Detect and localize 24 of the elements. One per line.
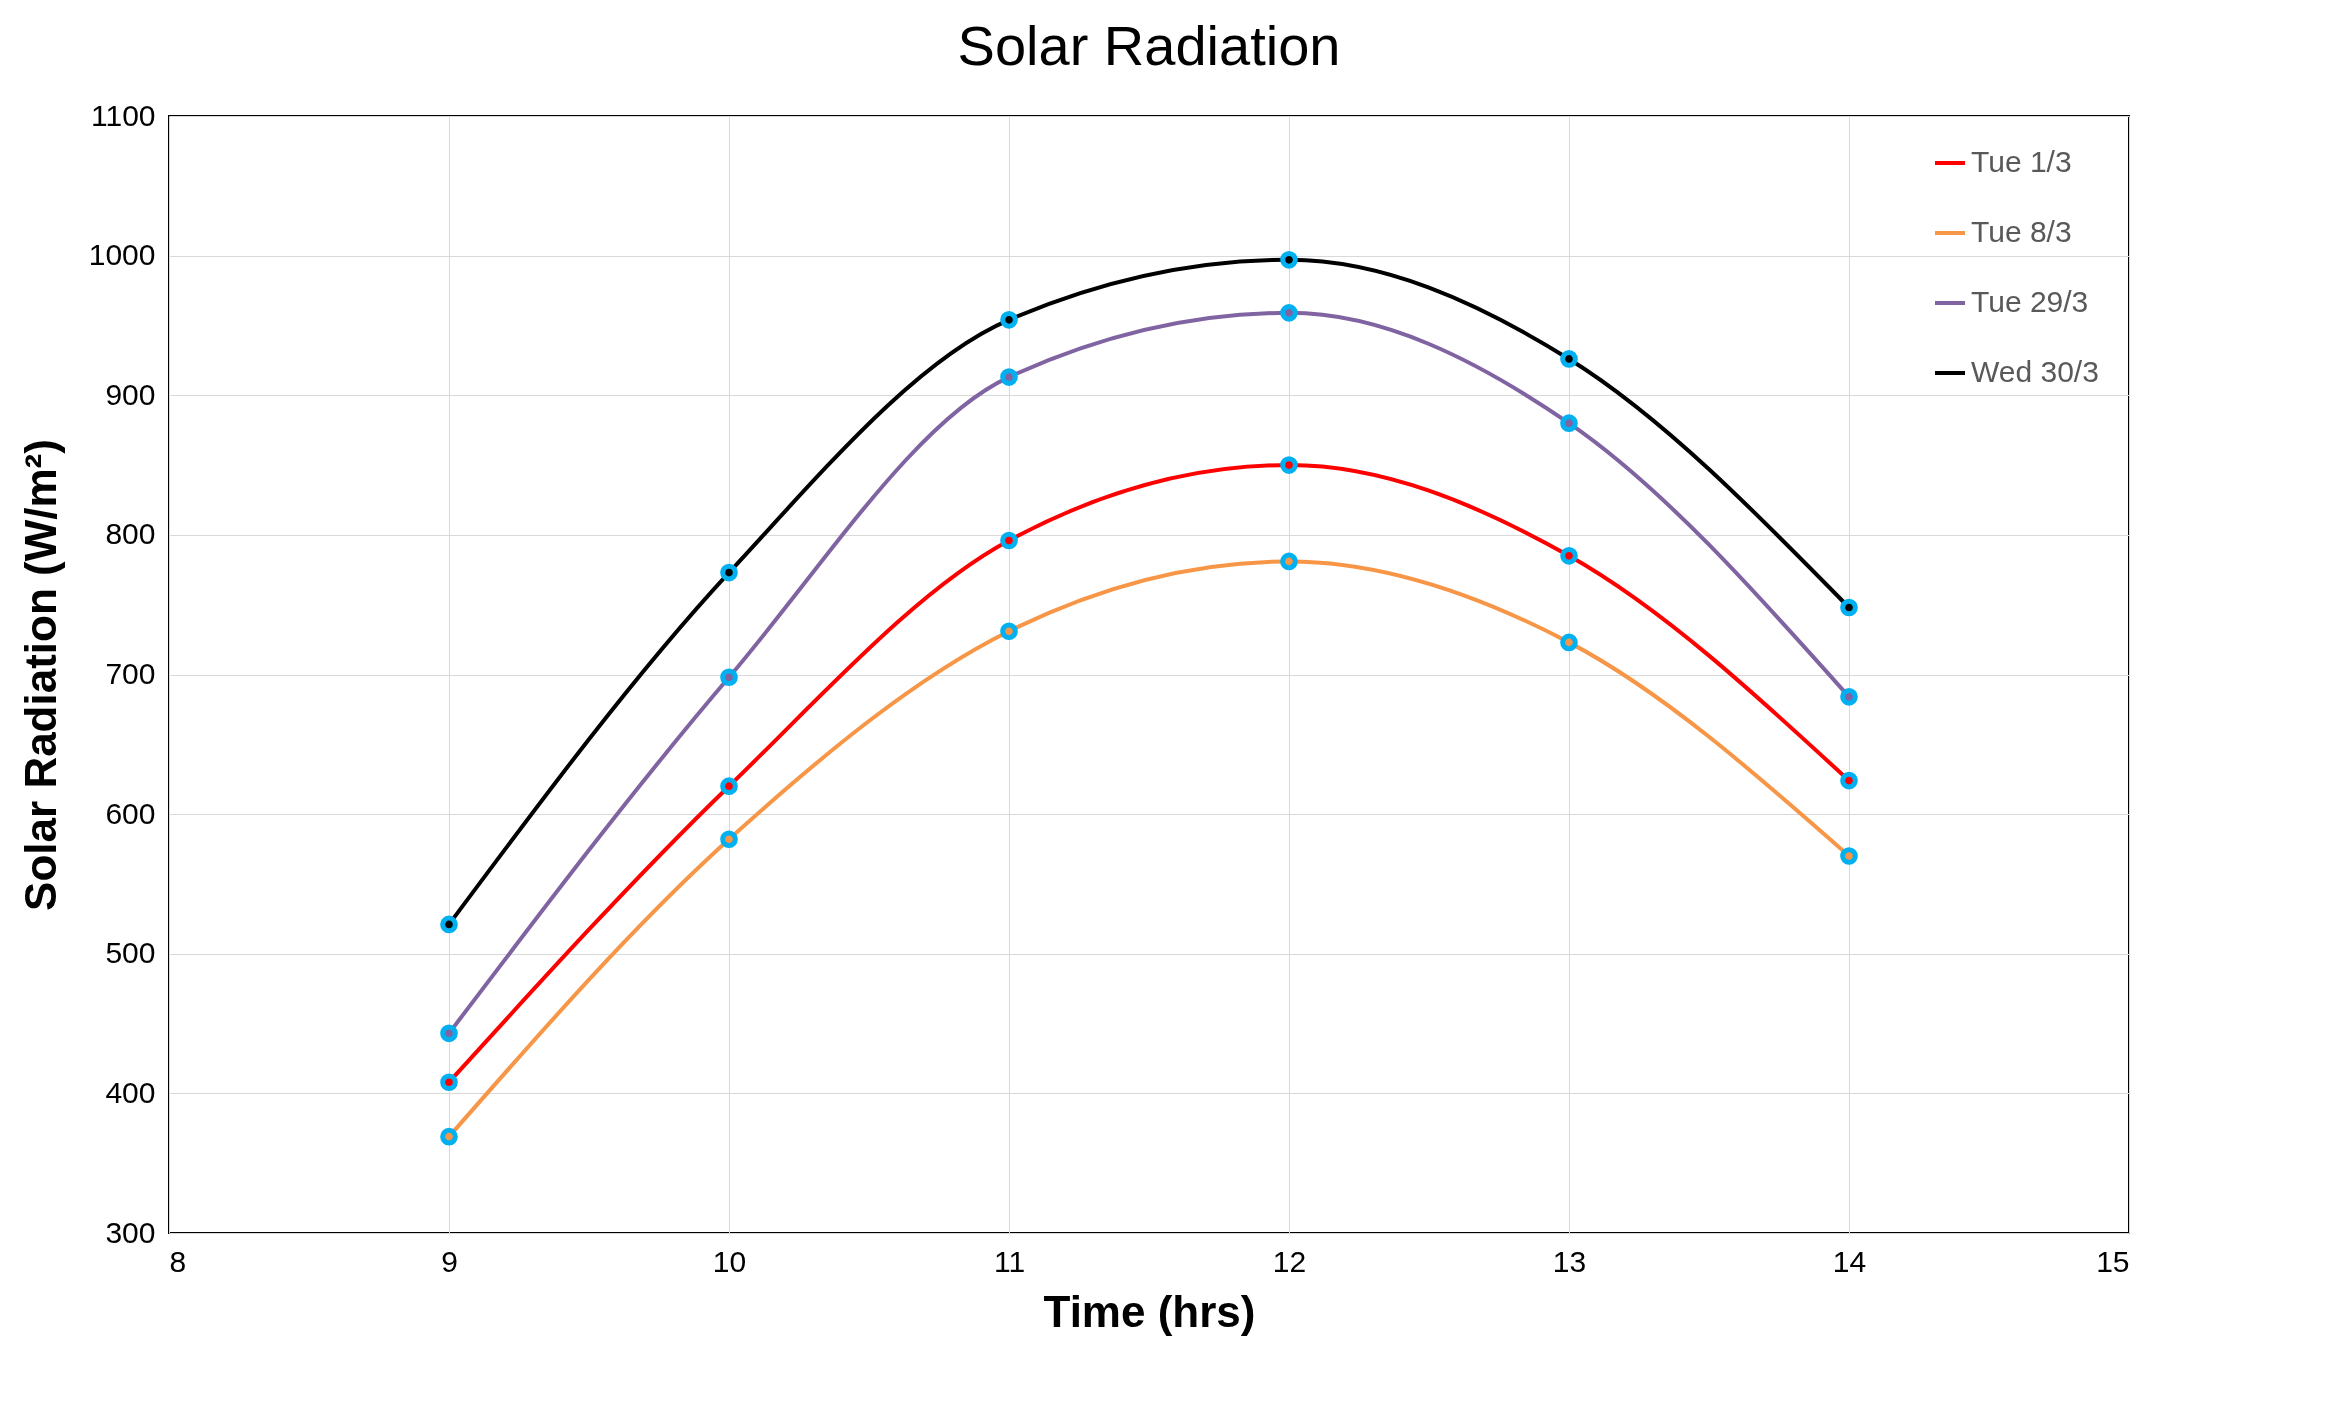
x-tick-label: 15 [2096, 1244, 2130, 1278]
y-tick-label: 400 [105, 1075, 156, 1109]
y-tick-label: 700 [105, 657, 156, 690]
x-tick-label: 13 [1552, 1244, 1587, 1278]
y-tick-label: 1100 [90, 98, 156, 132]
x-axis-title: Time (hrs) [1043, 1286, 1256, 1336]
x-tick-label: 8 [169, 1244, 187, 1278]
y-tick-label: 900 [105, 377, 156, 411]
legend-label: Tue 8/3 [1971, 215, 2072, 248]
x-tick-label: 9 [441, 1244, 458, 1278]
legend-label: Wed 30/3 [1971, 355, 2099, 388]
legend-label: Tue 29/3 [1971, 285, 2089, 318]
x-tick-label: 12 [1272, 1244, 1307, 1278]
y-tick-label: 300 [105, 1215, 156, 1249]
x-tick-label: 14 [1832, 1244, 1867, 1278]
y-tick-label: 600 [105, 796, 156, 830]
legend-label: Tue 1/3 [1971, 145, 2072, 178]
chart-title: Solar Radiation [957, 14, 1341, 77]
x-tick-label: 10 [712, 1244, 747, 1278]
y-tick-label: 500 [105, 936, 156, 970]
y-tick-label: 800 [105, 517, 156, 551]
y-axis-title: Solar Radiation (W/m²) [15, 439, 65, 911]
y-tick-label: 1000 [88, 238, 156, 272]
x-tick-label: 11 [993, 1244, 1026, 1278]
